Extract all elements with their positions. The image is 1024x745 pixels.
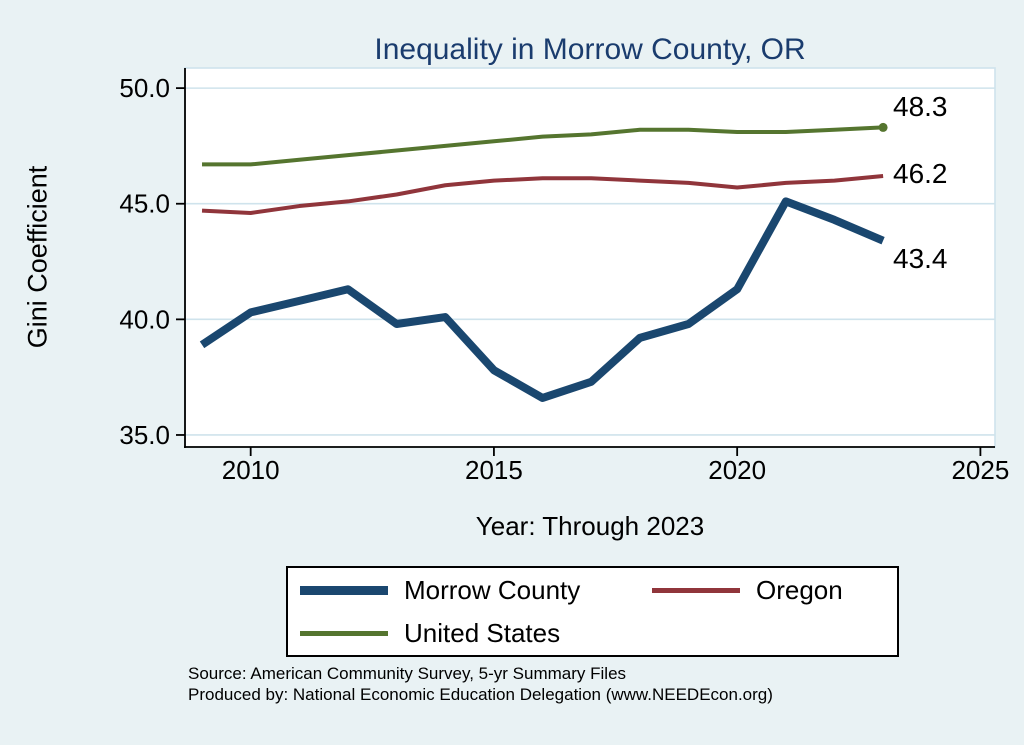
legend-item-morrow-county: Morrow County: [300, 575, 652, 606]
legend-label-united-states: United States: [404, 617, 561, 648]
source-line-2: Produced by: National Economic Education…: [188, 685, 773, 704]
legend-swatch-united-states: [300, 630, 388, 636]
legend-swatch-oregon: [652, 587, 740, 593]
x-tick-label: 2025: [951, 455, 1009, 485]
series-line-oregon: [201, 173, 884, 215]
legend-swatch-morrow-county: [300, 585, 388, 595]
legend-item-united-states: United States: [300, 618, 652, 649]
source-notes: Source: American Community Survey, 5-yr …: [188, 663, 773, 705]
legend-item-oregon: Oregon: [652, 575, 885, 606]
end-label-morrow-county: 43.4: [893, 243, 948, 274]
x-axis-title: Year: Through 2023: [475, 511, 705, 541]
source-line-1: Source: American Community Survey, 5-yr …: [188, 664, 627, 683]
plot-area: [185, 68, 995, 447]
legend-label-oregon: Oregon: [756, 574, 843, 605]
series-end-marker-united-states: [878, 122, 888, 132]
series-line-morrow-county: [199, 197, 885, 402]
x-tick-label: 2015: [465, 455, 523, 485]
x-tick-label: 2010: [222, 455, 280, 485]
chart-title: Inequality in Morrow County, OR: [374, 33, 806, 66]
end-label-oregon: 46.2: [893, 158, 948, 189]
y-tick-label: 35.0: [119, 420, 170, 450]
legend-label-morrow-county: Morrow County: [404, 574, 581, 605]
y-tick-label: 40.0: [119, 304, 170, 334]
series-line-united-states: [202, 125, 884, 167]
end-label-united-states: 48.3: [893, 91, 948, 122]
y-tick-label: 50.0: [119, 73, 170, 103]
chart-legend: Morrow County Oregon United States: [286, 566, 899, 657]
x-tick-label: 2020: [708, 455, 766, 485]
y-tick-label: 45.0: [119, 189, 170, 219]
